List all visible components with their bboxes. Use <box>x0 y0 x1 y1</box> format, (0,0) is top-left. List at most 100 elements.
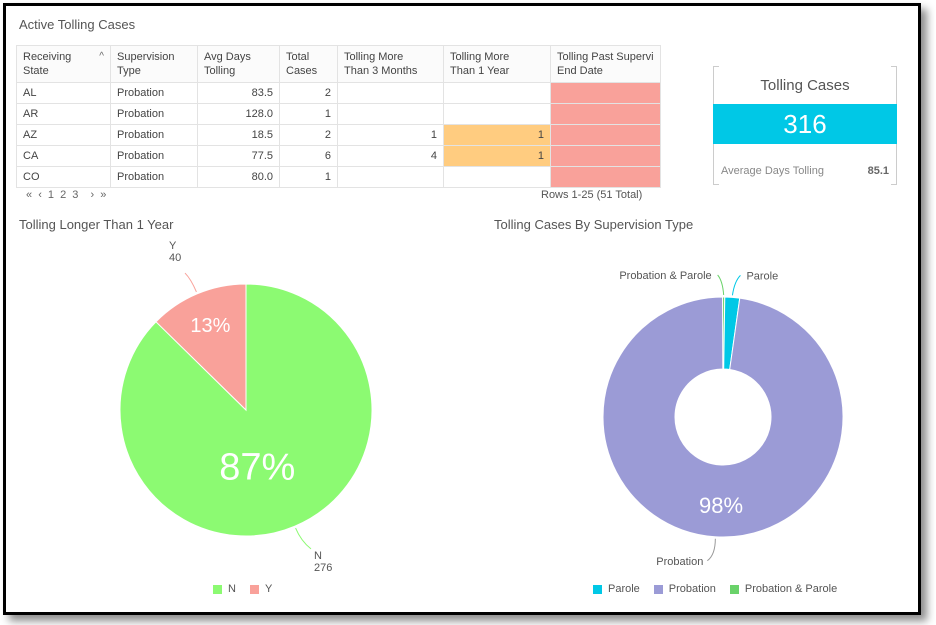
callout-value: 276 <box>314 562 332 574</box>
table-row[interactable]: AL Probation 83.5 2 <box>16 82 661 104</box>
pagination: « ‹ 1 2 3 › » <box>26 189 109 201</box>
legend-item-probation[interactable]: Probation <box>653 583 716 595</box>
tolling-table: ^ Receiving State Supervision Type Avg Days… <box>16 45 661 188</box>
legend-swatch <box>593 584 602 594</box>
cell-state: AR <box>16 103 111 125</box>
legend-label: Parole <box>608 583 640 595</box>
cell-avg: 83.5 <box>197 82 280 104</box>
cell-avg: 77.5 <box>197 145 280 167</box>
table-row[interactable]: AZ Probation 18.5 2 1 1 <box>16 124 661 146</box>
page-link[interactable]: 1 <box>47 189 55 201</box>
cell-total: 6 <box>279 145 338 167</box>
cell-total: 2 <box>279 82 338 104</box>
cell-type: Probation <box>110 166 198 188</box>
kpi-value: 316 <box>713 104 897 144</box>
donut-slice-probation[interactable] <box>602 296 844 538</box>
chart1-title: Tolling Longer Than 1 Year <box>19 217 174 232</box>
tolling-cases-kpi: Tolling Cases 316 Average Days Tolling 8… <box>713 66 897 185</box>
cell-3-months <box>337 103 444 125</box>
header-line: Tolling More <box>344 51 404 63</box>
callout-line <box>731 275 741 296</box>
sort-ascending-icon[interactable]: ^ <box>99 51 104 62</box>
header-line: Receiving <box>23 51 72 63</box>
cell-3-months: 4 <box>337 145 444 167</box>
header-line: Tolling More <box>450 51 510 63</box>
column-header-3-months[interactable]: Tolling More Than 3 Months <box>337 45 444 83</box>
table-row[interactable]: AR Probation 128.0 1 <box>16 103 661 125</box>
page-link[interactable]: 2 <box>60 189 67 201</box>
header-line: Tolling <box>204 65 236 77</box>
chart1-legend: N Y <box>213 583 286 595</box>
callout-label: N <box>314 550 322 562</box>
legend-swatch <box>213 584 222 594</box>
legend-label: N <box>228 583 236 595</box>
callout-label: Probation & Parole <box>619 270 711 282</box>
cell-state: CA <box>16 145 111 167</box>
cell-1-year: 1 <box>443 124 551 146</box>
callout-line <box>707 538 716 562</box>
cell-past-end <box>550 124 661 146</box>
dashboard-frame: Active Tolling Cases ^ Receiving State Sup… <box>3 3 921 615</box>
pie-slice-y[interactable] <box>155 283 247 412</box>
column-header-past-end-date[interactable]: Tolling Past Supervi End Date <box>550 45 661 83</box>
callout-line <box>184 272 197 293</box>
cell-1-year <box>443 82 551 104</box>
legend-item-probation-parole[interactable]: Probation & Parole <box>729 583 838 595</box>
callout-line <box>295 527 312 550</box>
header-line: Cases <box>286 65 318 77</box>
cell-1-year: 1 <box>443 145 551 167</box>
legend-item-y[interactable]: Y <box>249 583 272 595</box>
cell-3-months <box>337 166 444 188</box>
column-header-supervision-type[interactable]: Supervision Type <box>110 45 198 83</box>
header-line: Tolling Past Supervi <box>557 51 654 63</box>
kpi-avg-value: 85.1 <box>867 165 889 177</box>
column-header-avg-days[interactable]: Avg Days Tolling <box>197 45 280 83</box>
cell-3-months <box>337 82 444 104</box>
column-header-receiving-state[interactable]: ^ Receiving State <box>16 45 111 83</box>
cell-1-year <box>443 166 551 188</box>
cell-total: 2 <box>279 124 338 146</box>
slice-percent-label: 13% <box>190 315 230 337</box>
next-page-icon[interactable]: › <box>90 189 95 201</box>
header-line: Total <box>286 51 310 63</box>
legend-swatch <box>249 584 259 594</box>
header-line: Than 3 Months <box>344 65 418 77</box>
last-page-icon[interactable]: » <box>100 189 107 201</box>
header-line: Than 1 Year <box>450 65 510 77</box>
table-title: Active Tolling Cases <box>19 17 136 32</box>
column-header-total-cases[interactable]: Total Cases <box>279 45 338 83</box>
cell-state: CO <box>16 166 111 188</box>
chart2-legend: Parole Probation Probation & Parole <box>593 583 851 595</box>
cell-state: AZ <box>16 124 111 146</box>
table-row[interactable]: CA Probation 77.5 6 4 1 <box>16 145 661 167</box>
legend-label: Probation <box>668 583 716 595</box>
callout-value: 40 <box>169 252 181 264</box>
table-row[interactable]: CO Probation 80.0 1 <box>16 166 661 188</box>
header-line: Avg Days <box>204 51 251 63</box>
cell-past-end <box>550 166 661 188</box>
slice-percent-label: 87% <box>219 446 295 488</box>
rows-total: Rows 1-25 (51 Total) <box>541 189 643 201</box>
cell-type: Probation <box>110 124 198 146</box>
header-line: Supervision <box>117 51 175 63</box>
prev-page-icon[interactable]: ‹ <box>38 189 42 201</box>
legend-swatch <box>653 584 663 594</box>
column-header-1-year[interactable]: Tolling More Than 1 Year <box>443 45 551 83</box>
callout-label: Probation <box>656 556 703 568</box>
cell-avg: 80.0 <box>197 166 280 188</box>
cell-avg: 18.5 <box>197 124 280 146</box>
legend-label: Probation & Parole <box>744 583 838 595</box>
table-header-row: ^ Receiving State Supervision Type Avg Days… <box>16 45 661 83</box>
legend-item-parole[interactable]: Parole <box>593 583 640 595</box>
cell-type: Probation <box>110 103 198 125</box>
cell-3-months: 1 <box>337 124 444 146</box>
cell-past-end <box>550 103 661 125</box>
page-link[interactable]: 3 <box>72 189 79 201</box>
cell-type: Probation <box>110 82 198 104</box>
legend-item-n[interactable]: N <box>213 583 236 595</box>
cell-state: AL <box>16 82 111 104</box>
kpi-title: Tolling Cases <box>760 77 850 94</box>
chart2-title: Tolling Cases By Supervision Type <box>494 217 694 232</box>
first-page-icon[interactable]: « <box>26 189 33 201</box>
